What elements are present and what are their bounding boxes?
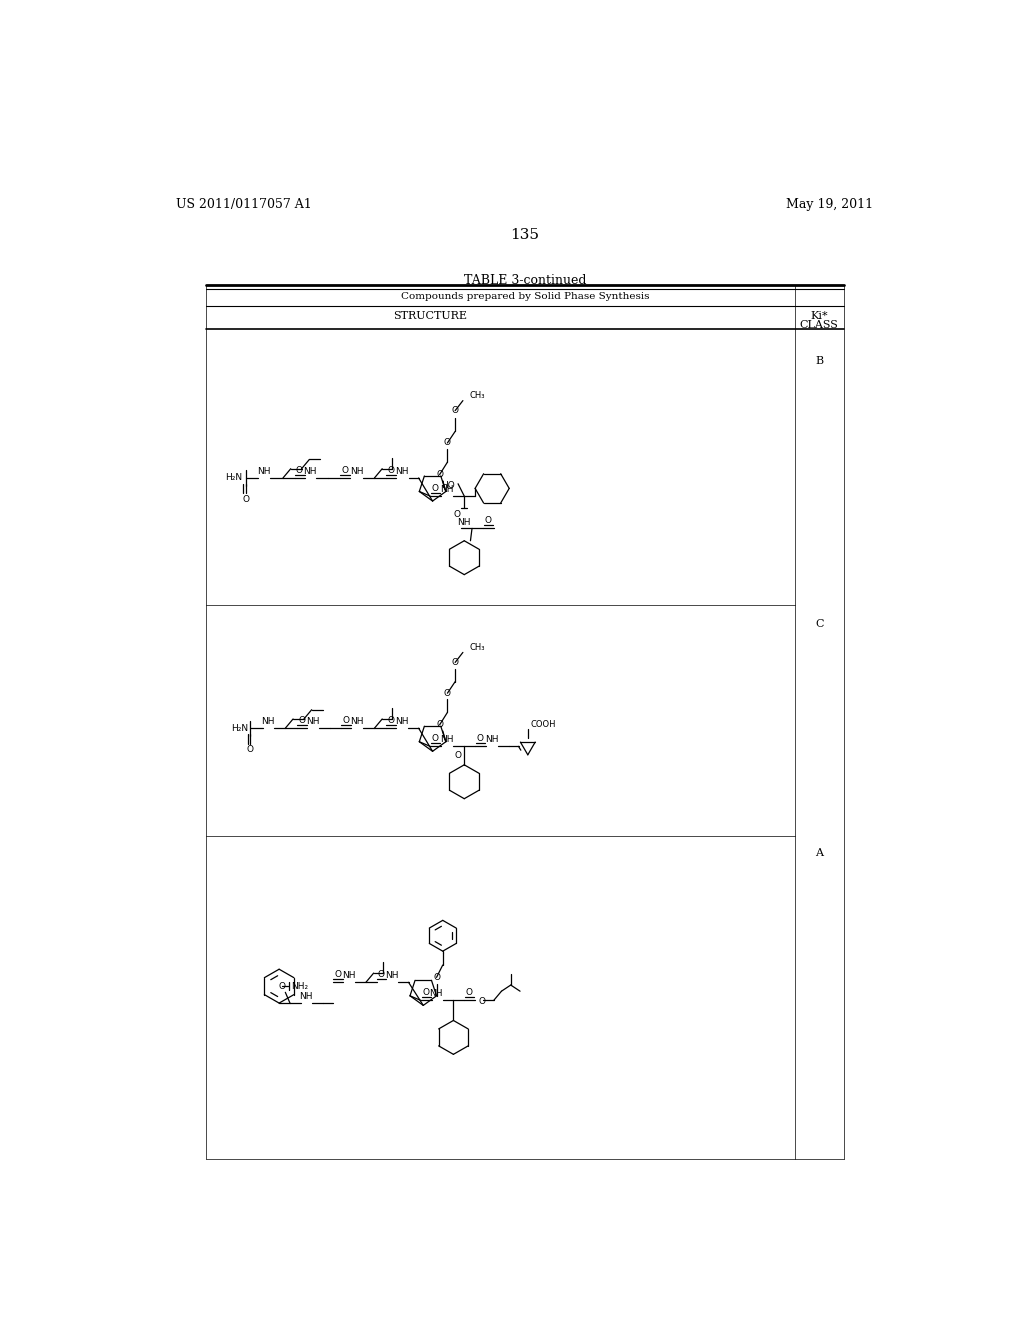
Text: NH: NH [385, 972, 398, 979]
Text: O: O [298, 715, 305, 725]
Text: O: O [455, 751, 462, 760]
Text: CH₃: CH₃ [469, 643, 484, 652]
Text: O: O [478, 998, 485, 1006]
Text: CH₃: CH₃ [469, 392, 484, 400]
Text: O: O [453, 510, 460, 519]
Text: O: O [443, 689, 451, 698]
Text: CLASS: CLASS [800, 321, 839, 330]
Text: NH: NH [350, 717, 364, 726]
Text: O: O [476, 734, 483, 743]
Text: NH: NH [485, 735, 499, 744]
Text: O: O [436, 470, 443, 479]
Text: O: O [342, 715, 349, 725]
Text: 135: 135 [510, 227, 540, 242]
Text: NH: NH [299, 991, 312, 1001]
Text: NH: NH [342, 972, 355, 979]
Text: O: O [296, 466, 303, 475]
Text: NH: NH [306, 717, 319, 726]
Text: NH: NH [395, 717, 409, 726]
Text: COOH: COOH [530, 721, 556, 729]
Text: O: O [452, 407, 459, 414]
Text: A: A [815, 849, 823, 858]
Text: O: O [387, 466, 394, 475]
Text: O: O [433, 973, 440, 982]
Text: Compounds prepared by Solid Phase Synthesis: Compounds prepared by Solid Phase Synthe… [400, 293, 649, 301]
Text: HO: HO [441, 480, 455, 490]
Text: O: O [378, 970, 385, 979]
Text: O: O [465, 989, 472, 997]
Text: NH: NH [303, 466, 316, 475]
Text: NH: NH [439, 735, 454, 744]
Text: O: O [335, 970, 342, 979]
Text: B: B [815, 355, 823, 366]
Text: NH₂: NH₂ [292, 982, 308, 990]
Text: C: C [815, 619, 823, 628]
Text: O: O [443, 438, 451, 447]
Text: NH: NH [257, 466, 270, 475]
Text: NH: NH [439, 484, 454, 494]
Text: Ki*: Ki* [810, 312, 828, 321]
Text: O: O [279, 982, 286, 990]
Text: NH: NH [458, 517, 471, 527]
Text: O: O [247, 746, 254, 754]
Text: TABLE 3-continued: TABLE 3-continued [464, 275, 586, 286]
Text: O: O [387, 715, 394, 725]
Text: H₂N: H₂N [225, 474, 243, 482]
Text: O: O [452, 657, 459, 667]
Text: O: O [422, 989, 429, 997]
Text: NH: NH [395, 466, 410, 475]
Text: May 19, 2011: May 19, 2011 [786, 198, 873, 211]
Text: NH: NH [430, 989, 443, 998]
Text: H₂N: H₂N [231, 723, 248, 733]
Text: O: O [341, 466, 348, 475]
Text: O: O [243, 495, 249, 504]
Text: STRUCTURE: STRUCTURE [393, 312, 467, 321]
Text: O: O [436, 721, 443, 729]
Text: O: O [431, 484, 438, 492]
Text: NH: NH [261, 717, 274, 726]
Text: NH: NH [350, 466, 364, 475]
Text: O: O [431, 734, 438, 743]
Text: US 2011/0117057 A1: US 2011/0117057 A1 [176, 198, 311, 211]
Text: O: O [484, 516, 490, 525]
